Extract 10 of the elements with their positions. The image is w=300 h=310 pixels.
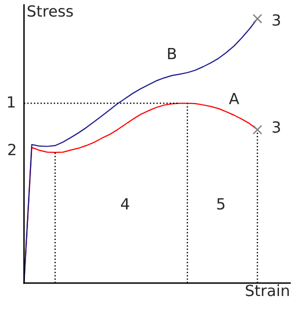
text: 2 [8, 144, 16, 156]
series-label: B [168, 48, 176, 60]
annotation: 5 [217, 198, 224, 210]
series-label: A [228, 92, 240, 104]
y-axis-title: Stress [28, 5, 73, 17]
annotation: 4 [121, 198, 130, 210]
x-axis-title: Strain [246, 284, 289, 296]
ref-line-label: 1 [8, 96, 15, 108]
annotation: 3 [272, 14, 280, 26]
annotation: 3 [272, 121, 280, 133]
